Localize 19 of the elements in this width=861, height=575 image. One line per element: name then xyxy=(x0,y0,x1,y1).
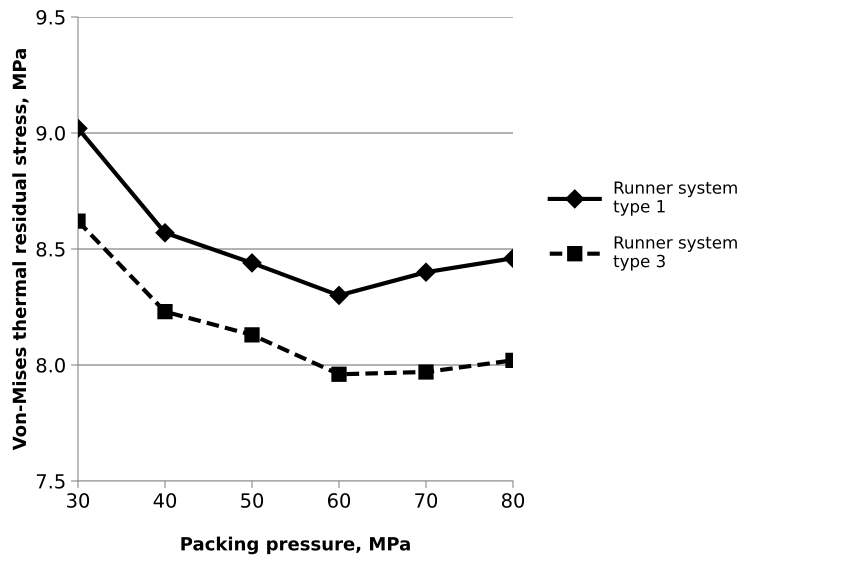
legend-label: Runner system type 1 xyxy=(614,182,737,216)
x-tick-label: 70 xyxy=(415,493,438,508)
point xyxy=(331,366,347,382)
x-axis-title: Packing pressure, MPa xyxy=(181,536,410,554)
point xyxy=(242,253,262,272)
point xyxy=(329,286,349,305)
x-tick-label: 30 xyxy=(67,493,90,508)
x-tick-label: 80 xyxy=(502,493,524,508)
x-tick-label: 50 xyxy=(241,493,264,508)
point xyxy=(244,327,260,342)
x-tick-label: 40 xyxy=(154,493,176,508)
y-tick-label: 9.5 xyxy=(36,10,64,25)
y-tick-label: 8.0 xyxy=(36,358,65,373)
y-tick-label: 7.5 xyxy=(36,474,64,489)
y-tick-label: 9.0 xyxy=(36,126,65,141)
legend-label: Runner system type 3 xyxy=(614,236,737,271)
y-tick-label: 8.5 xyxy=(36,242,64,257)
y-axis-title: Von-Mises thermal residual stress, MPa xyxy=(12,49,29,450)
x-tick-label: 60 xyxy=(328,493,350,508)
